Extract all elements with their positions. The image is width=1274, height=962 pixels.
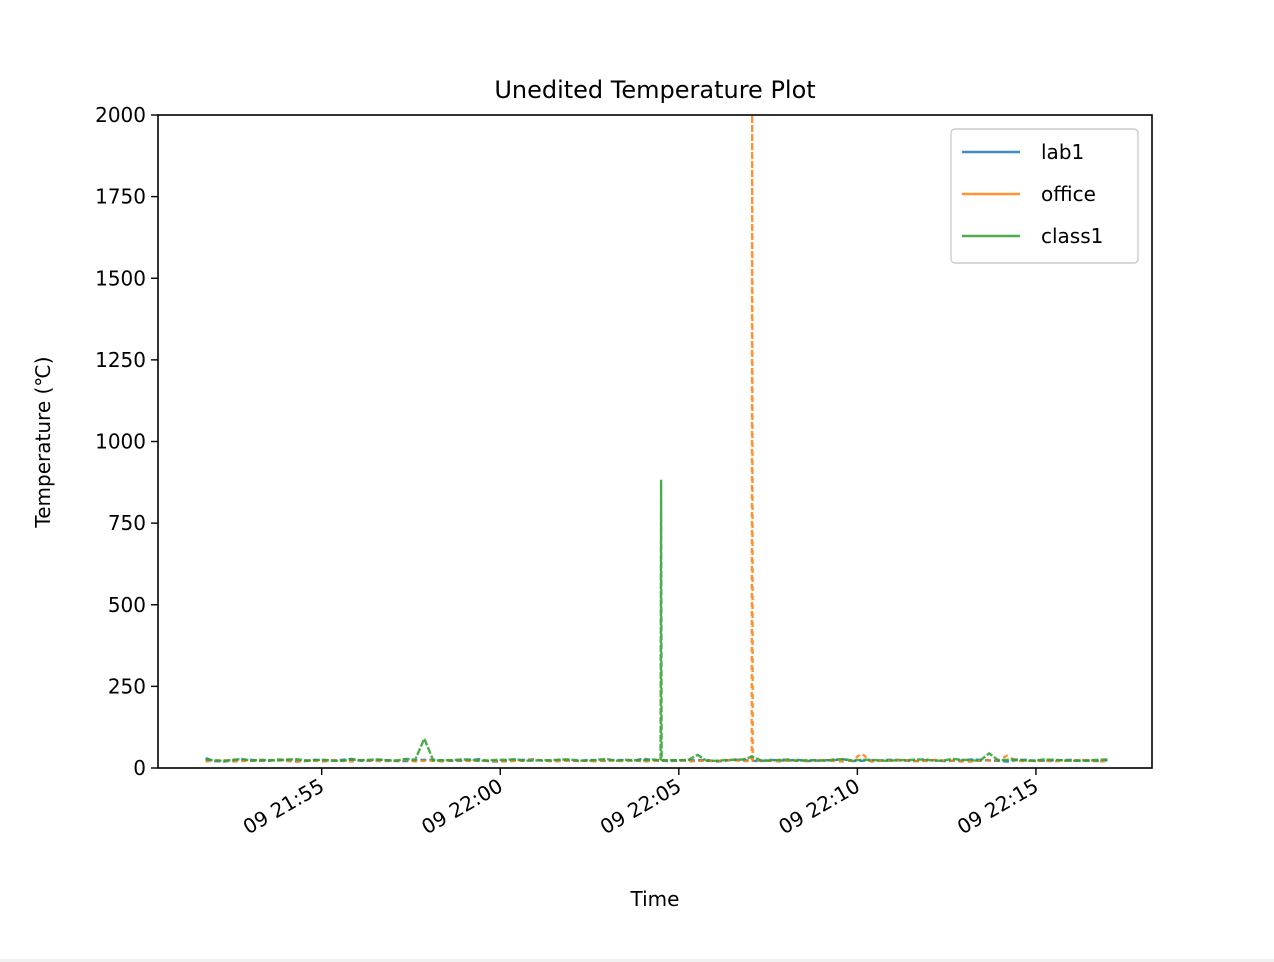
x-axis-title: Time bbox=[630, 887, 680, 911]
legend: lab1 office class1 bbox=[950, 128, 1139, 264]
y-axis: 0 250 500 750 1000 1250 1500 1750 2000 bbox=[95, 103, 158, 780]
y-tick-label: 1000 bbox=[95, 430, 146, 454]
y-tick-label: 500 bbox=[108, 593, 146, 617]
legend-box bbox=[950, 128, 1139, 264]
series-line-class1 bbox=[205, 479, 1108, 762]
bottom-rule bbox=[0, 959, 1274, 962]
y-tick-label: 1500 bbox=[95, 266, 146, 290]
y-tick-label: 750 bbox=[108, 511, 146, 535]
y-tick-label: 250 bbox=[108, 674, 146, 698]
legend-label-class1: class1 bbox=[1041, 224, 1103, 248]
y-tick-label: 1250 bbox=[95, 348, 146, 372]
y-tick-label: 1750 bbox=[95, 185, 146, 209]
legend-label-office: office bbox=[1041, 182, 1096, 206]
legend-label-lab1: lab1 bbox=[1041, 140, 1084, 164]
y-tick-label: 2000 bbox=[95, 103, 146, 127]
y-tick-label: 0 bbox=[133, 756, 146, 780]
y-axis-title: Temperature (℃) bbox=[31, 356, 55, 528]
chart-title: Unedited Temperature Plot bbox=[494, 76, 815, 104]
series-layer bbox=[205, 113, 1108, 763]
